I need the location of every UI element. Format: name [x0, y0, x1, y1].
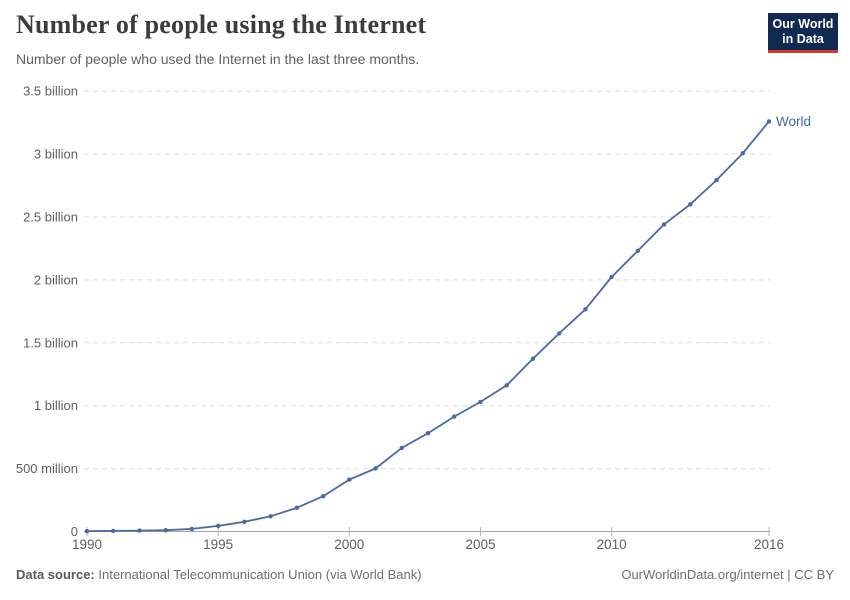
data-point[interactable]: [242, 519, 247, 524]
x-tick-label: 2016: [754, 537, 784, 552]
y-tick-label: 2.5 billion: [23, 210, 78, 225]
data-point[interactable]: [661, 222, 667, 227]
chart-subtitle: Number of people who used the Internet i…: [16, 51, 420, 67]
x-tick-label: 1990: [72, 537, 102, 552]
x-tick-label: 2000: [334, 537, 364, 552]
data-point[interactable]: [373, 466, 378, 471]
data-source-label: Data source:: [16, 567, 95, 582]
data-point[interactable]: [452, 414, 457, 419]
data-point[interactable]: [399, 445, 404, 451]
y-tick-label: 1 billion: [34, 398, 78, 413]
data-point[interactable]: [347, 477, 352, 482]
series-label[interactable]: World: [776, 114, 811, 129]
data-point[interactable]: [635, 248, 640, 253]
data-point[interactable]: [530, 356, 536, 361]
data-point[interactable]: [583, 307, 588, 312]
data-point[interactable]: [294, 505, 299, 510]
x-tick-label: 2010: [597, 537, 627, 552]
data-point[interactable]: [216, 523, 221, 529]
data-point[interactable]: [766, 119, 772, 124]
data-point[interactable]: [740, 151, 745, 156]
data-point[interactable]: [714, 177, 719, 183]
y-tick-label: 1.5 billion: [23, 335, 78, 350]
data-point[interactable]: [557, 331, 562, 336]
series-line: [86, 120, 770, 533]
y-tick-label: 3 billion: [34, 147, 78, 162]
data-point[interactable]: [163, 528, 168, 533]
data-point[interactable]: [111, 528, 116, 534]
data-point[interactable]: [504, 383, 509, 388]
y-tick-label: 0: [71, 524, 78, 539]
data-point[interactable]: [688, 202, 693, 207]
data-source-text: International Telecommunication Union (v…: [94, 567, 422, 582]
data-point[interactable]: [84, 529, 90, 534]
x-tick-label: 1995: [203, 537, 233, 552]
y-tick-label: 2 billion: [34, 272, 78, 287]
data-point[interactable]: [478, 399, 483, 405]
data-point[interactable]: [137, 528, 142, 533]
owid-logo[interactable]: Our World in Data: [768, 13, 838, 53]
owid-citation-link[interactable]: OurWorldinData.org/internet | CC BY: [621, 567, 834, 582]
owid-logo-line1: Our World: [772, 17, 834, 31]
data-point[interactable]: [609, 274, 614, 280]
data-point[interactable]: [268, 514, 273, 519]
data-source-note: Data source: International Telecommunica…: [16, 567, 422, 582]
page-title: Number of people using the Internet: [16, 10, 427, 39]
x-tick-label: 2005: [465, 537, 495, 552]
data-point[interactable]: [320, 494, 326, 499]
y-tick-label: 3.5 billion: [23, 84, 78, 99]
data-point[interactable]: [425, 431, 431, 436]
data-point[interactable]: [189, 526, 195, 532]
owid-logo-line2: in Data: [782, 32, 824, 46]
y-tick-label: 500 million: [16, 461, 78, 476]
